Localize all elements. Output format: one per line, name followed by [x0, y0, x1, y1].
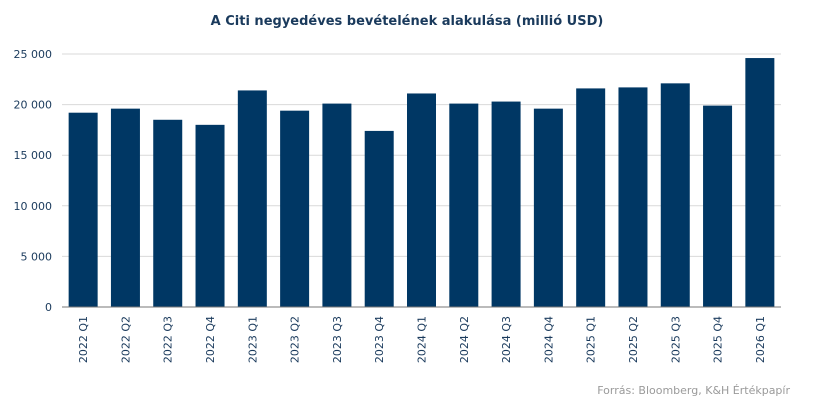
bar	[280, 110, 310, 307]
x-tick-label: 2023 Q2	[289, 316, 302, 363]
y-axis: 0 5 000 10 000 15 000 20 000 25 000	[14, 48, 53, 314]
bar	[322, 103, 352, 307]
bar	[449, 103, 479, 307]
bar	[660, 83, 690, 308]
x-tick-label: 2023 Q1	[246, 316, 259, 363]
x-tick-label: 2022 Q1	[77, 316, 90, 363]
bar	[110, 108, 140, 307]
y-tick-label: 25 000	[14, 48, 53, 61]
x-tick-label: 2022 Q2	[119, 316, 132, 363]
x-tick-label: 2025 Q2	[627, 316, 640, 363]
x-tick-label: 2024 Q1	[416, 316, 429, 363]
x-axis: 2022 Q1 2022 Q2 2022 Q3 2022 Q4 2023 Q1 2023 …	[77, 316, 767, 363]
bar	[364, 130, 394, 307]
x-tick-label: 2024 Q4	[542, 316, 555, 363]
y-tick-label: 5 000	[21, 250, 53, 263]
source-note: Forrás: Bloomberg, K&H Értékpapír	[597, 384, 790, 397]
bar	[195, 124, 225, 307]
y-tick-label: 15 000	[14, 149, 53, 162]
bar	[491, 101, 521, 308]
bar	[745, 58, 775, 307]
x-tick-label: 2022 Q4	[204, 316, 217, 363]
x-tick-label: 2025 Q4	[712, 316, 725, 363]
x-tick-label: 2022 Q3	[162, 316, 175, 363]
y-tick-label: 0	[45, 301, 52, 314]
bar	[153, 119, 183, 307]
bar	[618, 87, 648, 308]
x-tick-label: 2023 Q3	[331, 316, 344, 363]
x-tick-label: 2024 Q3	[500, 316, 513, 363]
x-tick-label: 2025 Q1	[585, 316, 598, 363]
x-tick-label: 2023 Q4	[373, 316, 386, 363]
y-tick-label: 20 000	[14, 99, 53, 112]
bar	[703, 105, 733, 307]
y-tick-label: 10 000	[14, 200, 53, 213]
bar	[576, 88, 606, 308]
bar	[533, 108, 563, 307]
bar	[237, 90, 267, 307]
bar	[68, 112, 98, 307]
bars	[68, 58, 775, 308]
x-tick-label: 2025 Q3	[669, 316, 682, 363]
x-tick-label: 2024 Q2	[458, 316, 471, 363]
x-tick-label: 2026 Q1	[754, 316, 767, 363]
chart-title: A Citi negyedéves bevételének alakulása …	[211, 14, 604, 29]
bar	[407, 93, 436, 307]
